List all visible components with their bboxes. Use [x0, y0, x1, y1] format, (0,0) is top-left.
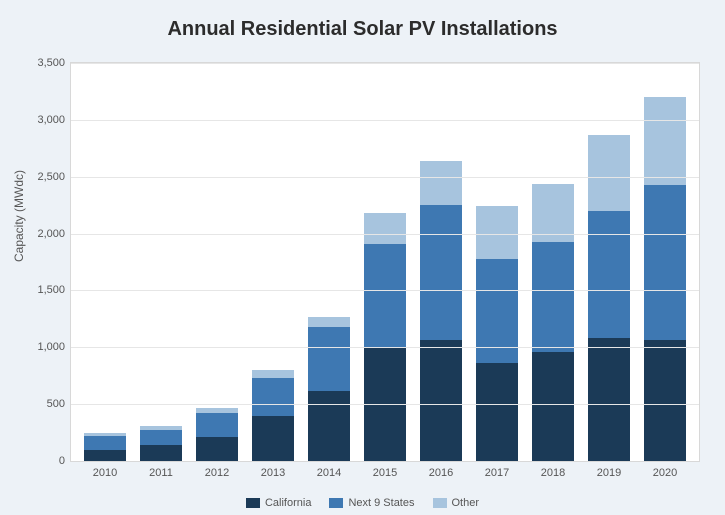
legend-label: Other	[452, 497, 480, 509]
bar-segment	[644, 185, 685, 341]
bar-segment	[252, 370, 293, 378]
chart-title: Annual Residential Solar PV Installation…	[0, 0, 725, 41]
x-tick-label: 2020	[653, 467, 677, 479]
x-tick-label: 2016	[429, 467, 453, 479]
bar-segment	[140, 430, 181, 445]
gridline	[71, 404, 699, 405]
gridline	[71, 63, 699, 64]
bar-segment	[532, 242, 573, 352]
x-tick-label: 2019	[597, 467, 621, 479]
x-tick-label: 2014	[317, 467, 341, 479]
y-tick-label: 1,000	[37, 341, 65, 353]
stacked-bar	[588, 135, 629, 461]
bar-segment	[532, 352, 573, 461]
bar-segment	[252, 416, 293, 461]
stacked-bar	[308, 317, 349, 461]
gridline	[71, 347, 699, 348]
gridline	[71, 177, 699, 178]
stacked-bar	[420, 161, 461, 461]
stacked-bar	[532, 184, 573, 461]
bar-slot: 2010	[77, 63, 133, 461]
bar-segment	[252, 378, 293, 416]
stacked-bar	[252, 370, 293, 461]
y-tick-label: 3,000	[37, 114, 65, 126]
x-tick-label: 2013	[261, 467, 285, 479]
bars-group: 2010201120122013201420152016201720182019…	[71, 63, 699, 461]
bar-segment	[476, 363, 517, 461]
bar-slot: 2013	[245, 63, 301, 461]
bar-slot: 2014	[301, 63, 357, 461]
legend-swatch	[246, 498, 260, 508]
stacked-bar	[644, 97, 685, 461]
gridline	[71, 234, 699, 235]
bar-segment	[196, 413, 237, 437]
x-tick-label: 2015	[373, 467, 397, 479]
bar-slot: 2015	[357, 63, 413, 461]
legend-label: California	[265, 497, 311, 509]
bar-segment	[84, 450, 125, 461]
legend-item: California	[246, 497, 311, 509]
bar-segment	[420, 161, 461, 205]
bar-slot: 2012	[189, 63, 245, 461]
chart-container: Annual Residential Solar PV Installation…	[0, 0, 725, 515]
x-tick-label: 2018	[541, 467, 565, 479]
gridline	[71, 120, 699, 121]
stacked-bar	[476, 206, 517, 461]
legend-item: Next 9 States	[329, 497, 414, 509]
bar-slot: 2020	[637, 63, 693, 461]
bar-segment	[644, 340, 685, 461]
y-tick-label: 3,500	[37, 57, 65, 69]
stacked-bar	[196, 408, 237, 461]
bar-slot: 2011	[133, 63, 189, 461]
legend-swatch	[433, 498, 447, 508]
x-tick-label: 2010	[93, 467, 117, 479]
bar-segment	[196, 437, 237, 461]
bar-segment	[84, 436, 125, 450]
y-tick-label: 500	[47, 398, 65, 410]
x-tick-label: 2017	[485, 467, 509, 479]
bar-segment	[308, 317, 349, 327]
legend-label: Next 9 States	[348, 497, 414, 509]
bar-segment	[364, 244, 405, 347]
bar-slot: 2016	[413, 63, 469, 461]
legend-swatch	[329, 498, 343, 508]
bar-segment	[588, 211, 629, 338]
bar-slot: 2018	[525, 63, 581, 461]
bar-slot: 2017	[469, 63, 525, 461]
bar-segment	[308, 391, 349, 462]
y-tick-label: 0	[59, 455, 65, 467]
bar-slot: 2019	[581, 63, 637, 461]
bar-segment	[364, 213, 405, 244]
legend-item: Other	[433, 497, 480, 509]
y-tick-label: 2,500	[37, 171, 65, 183]
plot-area: 2010201120122013201420152016201720182019…	[70, 62, 700, 462]
x-tick-label: 2011	[149, 467, 173, 479]
bar-segment	[308, 327, 349, 391]
stacked-bar	[364, 213, 405, 461]
bar-segment	[420, 340, 461, 461]
bar-segment	[588, 135, 629, 211]
bar-segment	[644, 97, 685, 185]
y-tick-label: 2,000	[37, 228, 65, 240]
bar-segment	[420, 205, 461, 340]
bar-segment	[588, 338, 629, 461]
gridline	[71, 290, 699, 291]
bar-segment	[140, 445, 181, 461]
bar-segment	[476, 206, 517, 258]
y-tick-label: 1,500	[37, 284, 65, 296]
stacked-bar	[140, 426, 181, 461]
legend: California Next 9 States Other	[0, 497, 725, 509]
stacked-bar	[84, 433, 125, 461]
y-axis-label: Capacity (MWdc)	[12, 170, 26, 262]
x-tick-label: 2012	[205, 467, 229, 479]
